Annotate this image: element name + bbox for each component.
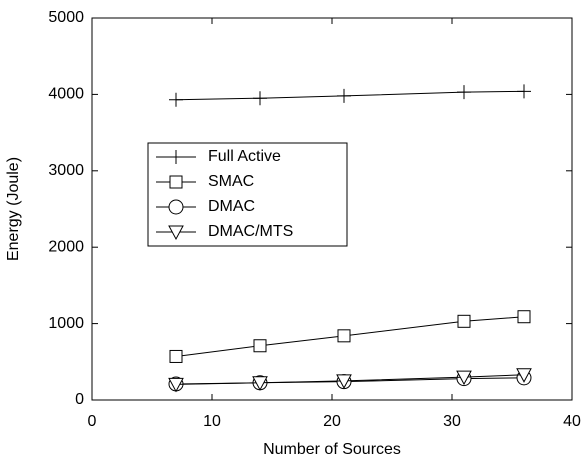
x-tick-label: 40 <box>563 413 581 430</box>
marker <box>168 199 184 215</box>
marker <box>169 92 183 107</box>
y-axis-label: Energy (Joule) <box>5 157 22 261</box>
marker <box>253 91 267 106</box>
marker <box>169 175 183 189</box>
marker <box>516 368 532 383</box>
x-tick-label: 30 <box>443 413 461 430</box>
x-tick-label: 20 <box>323 413 341 430</box>
marker <box>337 329 351 343</box>
marker <box>168 225 184 241</box>
y-tick-label: 1000 <box>48 315 84 332</box>
x-tick-label: 10 <box>203 413 221 430</box>
marker <box>168 377 184 393</box>
y-tick-label: 5000 <box>48 9 84 26</box>
legend-label: DMAC <box>208 198 255 215</box>
legend-label: SMAC <box>208 173 254 190</box>
marker <box>169 349 183 363</box>
y-tick-label: 2000 <box>48 238 84 255</box>
y-tick-label: 3000 <box>48 162 84 179</box>
marker <box>337 88 351 103</box>
y-tick-label: 0 <box>75 391 84 408</box>
legend-label: Full Active <box>208 148 281 165</box>
marker <box>517 310 531 324</box>
x-axis-label: Number of Sources <box>263 441 401 458</box>
y-tick-label: 4000 <box>48 86 84 103</box>
marker <box>252 376 268 391</box>
marker <box>457 314 471 328</box>
marker <box>169 150 183 164</box>
marker <box>336 374 352 389</box>
x-tick-label: 0 <box>88 413 97 430</box>
marker <box>517 84 531 99</box>
marker <box>457 85 471 100</box>
marker <box>253 339 267 353</box>
marker <box>456 370 472 386</box>
legend-label: DMAC/MTS <box>208 223 293 240</box>
